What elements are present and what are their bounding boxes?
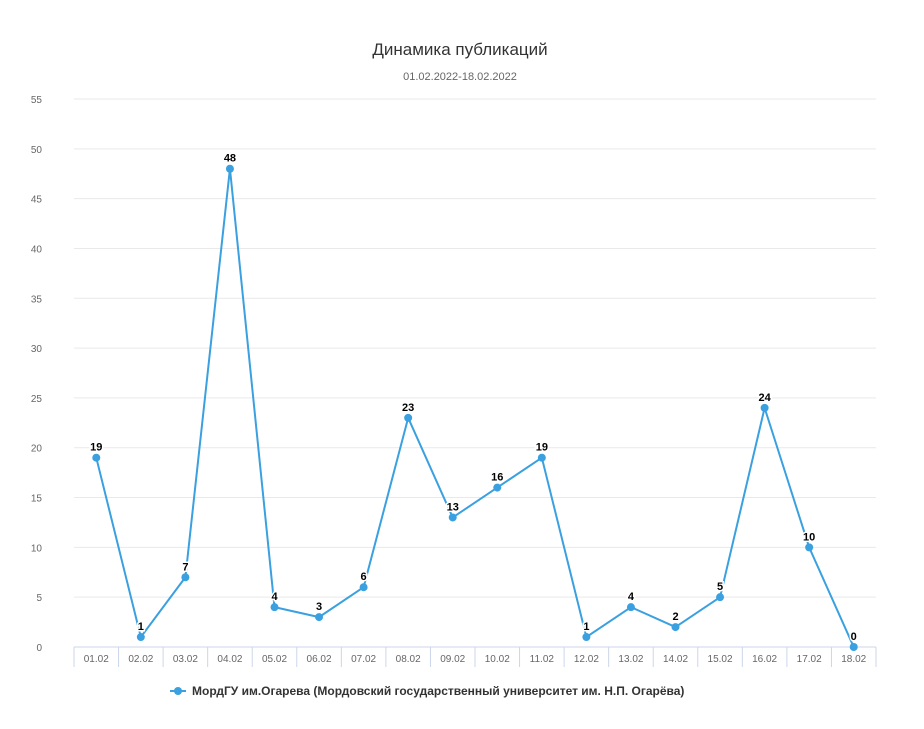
data-label: 1 [583,621,589,633]
y-tick-label: 35 [31,294,43,305]
y-tick-label: 5 [36,593,42,604]
grid-lines [74,98,876,598]
data-point[interactable] [537,453,546,462]
x-axis: 01.02 02.02 03.02 04.02 05.02 06.02 07.02 08.02… [73,646,877,667]
data-point[interactable] [448,513,457,522]
data-point[interactable] [760,403,769,412]
data-point[interactable] [849,643,858,651]
data-label: 4 [271,591,278,603]
data-point[interactable] [136,633,145,642]
data-label: 19 [90,442,102,454]
data-label: 7 [182,561,188,573]
legend[interactable]: МордГУ им.Огарева (Мордовский государств… [170,684,684,698]
x-tick-label: 15.02 [708,654,733,665]
x-tick-label: 17.02 [797,654,822,665]
data-point[interactable] [404,413,413,422]
legend-marker-icon [174,687,182,695]
data-label: 19 [536,442,548,454]
x-tick-label: 13.02 [618,654,643,665]
x-tick-label: 03.02 [173,654,198,665]
data-label: 3 [316,601,322,613]
data-label: 5 [717,581,723,593]
chart-title: Динамика публикаций [372,40,547,59]
x-tick-label: 05.02 [262,654,287,665]
y-tick-label: 55 [31,95,43,106]
x-tick-label: 08.02 [396,654,421,665]
data-point[interactable] [315,613,324,622]
data-point[interactable] [626,603,635,612]
data-point[interactable] [92,453,101,462]
x-tick-label: 09.02 [440,654,465,665]
y-tick-label: 25 [31,394,43,405]
series-layer: 19 1 7 48 4 3 6 23 13 16 19 1 4 2 5 24 10 0 [89,151,858,651]
data-label: 6 [361,571,367,583]
x-tick-label: 04.02 [217,654,242,665]
data-label: 1 [138,621,144,633]
y-tick-label: 45 [31,195,43,206]
chart-subtitle: 01.02.2022-18.02.2022 [403,71,517,83]
series-line [95,167,855,648]
data-label: 23 [402,402,414,414]
data-label: 48 [224,153,236,165]
y-tick-label: 10 [31,543,43,554]
data-point[interactable] [270,603,279,612]
data-label: 2 [672,611,678,623]
legend-item-label: МордГУ им.Огарева (Мордовский государств… [192,684,684,698]
x-tick-label: 07.02 [351,654,376,665]
data-label: 24 [758,392,771,404]
data-label: 16 [491,472,503,484]
data-point[interactable] [181,573,190,582]
data-point[interactable] [805,543,814,552]
x-tick-label: 12.02 [574,654,599,665]
x-tick-label: 10.02 [485,654,510,665]
data-point[interactable] [671,623,680,632]
y-axis-tick-labels: 0 5 10 15 20 25 30 35 40 45 50 55 [31,95,43,654]
x-tick-label: 14.02 [663,654,688,665]
data-label: 10 [803,531,815,543]
data-point[interactable] [359,583,368,592]
x-tick-label: 11.02 [530,654,555,665]
y-tick-label: 30 [31,344,43,355]
data-label: 13 [447,501,459,513]
y-tick-label: 20 [31,444,43,455]
y-tick-label: 0 [36,643,42,654]
x-tick-label: 18.02 [841,654,866,665]
data-point[interactable] [493,483,502,492]
data-point[interactable] [716,593,725,602]
data-label: 0 [851,631,857,643]
x-tick-label: 16.02 [752,654,777,665]
data-point[interactable] [225,164,234,173]
data-label: 4 [628,591,635,603]
data-point[interactable] [582,633,591,642]
x-tick-label: 01.02 [84,654,109,665]
y-tick-label: 50 [31,145,43,156]
y-tick-label: 40 [31,244,43,255]
x-tick-label: 06.02 [307,654,332,665]
y-tick-label: 15 [31,494,43,505]
x-tick-label: 02.02 [128,654,153,665]
